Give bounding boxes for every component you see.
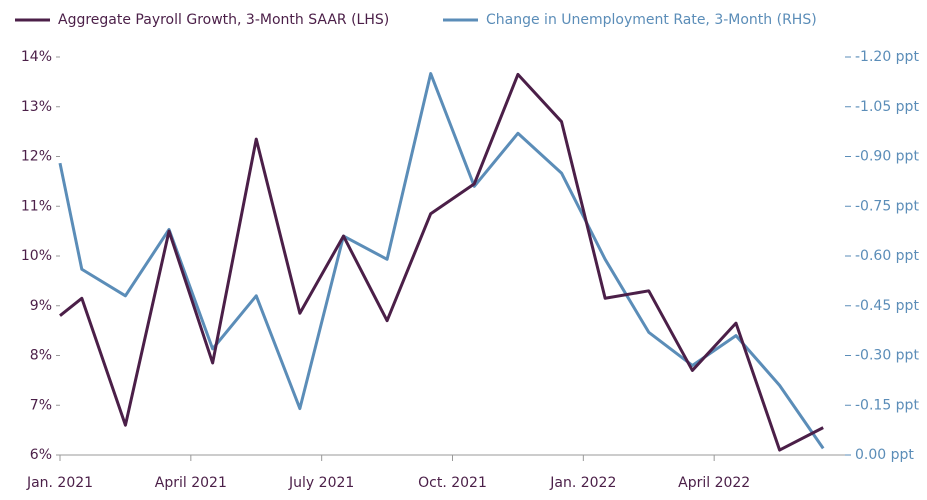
- x-tick-label: July 2021: [288, 475, 354, 491]
- y2-tick-label: 0.00 ppt: [855, 447, 914, 463]
- y-tick-label: 9%: [30, 298, 52, 314]
- x-tick-label: Jan. 2021: [26, 475, 93, 491]
- y2-tick-label: -0.30 ppt: [855, 348, 919, 364]
- y-tick-label: 6%: [30, 447, 52, 463]
- y2-tick-label: -0.60 ppt: [855, 248, 919, 264]
- y2-tick-label: -1.20 ppt: [855, 49, 919, 65]
- x-tick-label: April 2021: [155, 475, 227, 491]
- y-tick-label: 13%: [21, 99, 52, 115]
- series-line: [58, 72, 825, 450]
- x-tick-label: Oct. 2021: [418, 475, 487, 491]
- y2-tick-label: -0.75 ppt: [855, 198, 919, 214]
- y2-tick-label: -0.45 ppt: [855, 298, 919, 314]
- legend-label: Aggregate Payroll Growth, 3-Month SAAR (…: [58, 12, 389, 28]
- series-line: [59, 72, 824, 452]
- y2-tick-label: -0.90 ppt: [855, 149, 919, 165]
- y-tick-label: 11%: [21, 198, 52, 214]
- y-tick-label: 7%: [30, 397, 52, 413]
- y2-tick-label: -1.05 ppt: [855, 99, 919, 115]
- legend-label: Change in Unemployment Rate, 3-Month (RH…: [486, 12, 817, 28]
- y2-tick-label: -0.15 ppt: [855, 397, 919, 413]
- x-tick-label: April 2022: [678, 475, 750, 491]
- y-tick-label: 12%: [21, 149, 52, 165]
- x-tick-label: Jan. 2022: [549, 475, 616, 491]
- y-tick-label: 10%: [21, 248, 52, 264]
- y-tick-label: 8%: [30, 348, 52, 364]
- y-tick-label: 14%: [21, 49, 52, 65]
